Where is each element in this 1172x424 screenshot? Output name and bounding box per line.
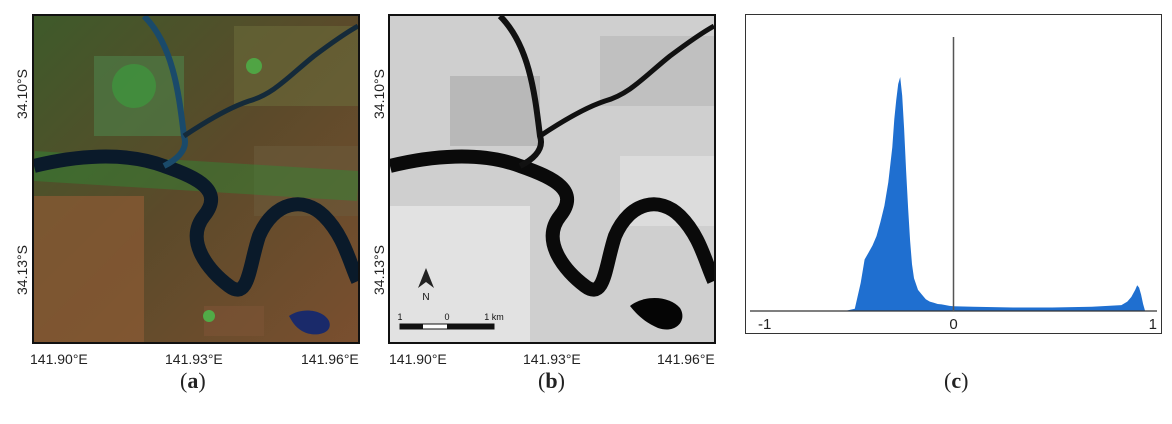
lon-label-a-0: 141.90°E bbox=[30, 351, 88, 367]
lon-label-b-0: 141.90°E bbox=[389, 351, 447, 367]
scale-label-left: 1 bbox=[397, 312, 402, 322]
lat-label-a-1: 34.13°S bbox=[14, 245, 30, 295]
caption-c: (c) bbox=[944, 368, 969, 393]
x-tick-label: 1 bbox=[1149, 316, 1157, 333]
lat-label-b-0: 34.10°S bbox=[371, 69, 387, 119]
lon-label-a-1: 141.93°E bbox=[165, 351, 223, 367]
lon-label-b-2: 141.96°E bbox=[657, 351, 715, 367]
histogram-panel-c: -1 0 1 bbox=[745, 14, 1162, 334]
satellite-image-a bbox=[34, 16, 358, 342]
caption-c-letter: c bbox=[951, 368, 962, 393]
north-arrow-label: N bbox=[422, 292, 429, 303]
caption-a: (a) bbox=[180, 368, 206, 393]
x-tick-label: 0 bbox=[949, 316, 957, 333]
caption-a-letter: a bbox=[187, 368, 199, 393]
lat-label-a-0: 34.10°S bbox=[14, 69, 30, 119]
caption-b-letter: b bbox=[545, 368, 558, 393]
scale-label-mid: 0 bbox=[444, 312, 449, 322]
histogram-chart: -1 0 1 bbox=[750, 37, 1157, 333]
caption-b: (b) bbox=[538, 368, 565, 393]
north-arrow-icon bbox=[418, 268, 434, 288]
lat-label-b-1: 34.13°S bbox=[371, 245, 387, 295]
grayscale-image-panel-b: N 1 0 1 km bbox=[388, 14, 716, 344]
grayscale-image-b: N 1 0 1 km bbox=[390, 16, 714, 342]
x-tick-label: -1 bbox=[758, 316, 771, 333]
lon-label-a-2: 141.96°E bbox=[301, 351, 359, 367]
lon-label-b-1: 141.93°E bbox=[523, 351, 581, 367]
scale-label-right: 1 km bbox=[484, 312, 504, 322]
histogram-area bbox=[844, 77, 1146, 311]
satellite-image-panel-a bbox=[32, 14, 360, 344]
scale-bar bbox=[399, 323, 495, 330]
